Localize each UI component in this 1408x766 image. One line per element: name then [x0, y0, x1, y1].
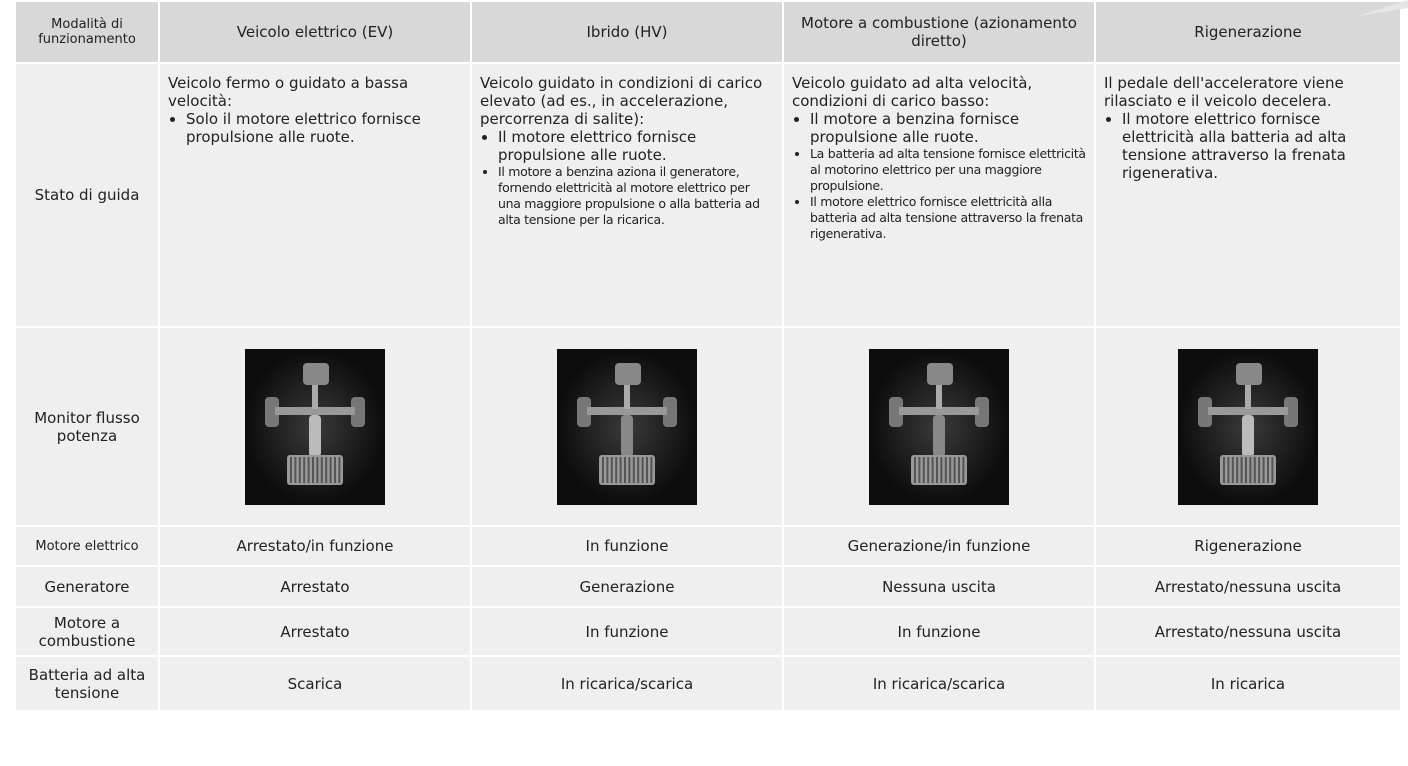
header-cell: Ibrido (HV) — [470, 0, 784, 64]
bullet-list: Solo il motore elettrico fornisce propul… — [168, 110, 462, 146]
row-label: Motore elettrico — [14, 525, 160, 567]
state-text: Veicolo guidato in condizioni di carico … — [480, 74, 763, 128]
bullet-list: Il motore elettrico fornisce propulsione… — [480, 128, 774, 228]
power-flow-image — [557, 348, 697, 505]
monitor-row: Monitor flusso potenza — [14, 326, 1402, 527]
row-label: Generatore — [14, 565, 160, 608]
bullet: La batteria ad alta tensione fornisce el… — [810, 146, 1086, 194]
header-row: Modalità di funzionamento Veicolo elettri… — [14, 0, 1402, 64]
data-row: Motore a combustione Arrestato In funzione… — [14, 606, 1402, 657]
data-cell: Arrestato/nessuna uscita — [1094, 565, 1402, 608]
state-text: Veicolo fermo o guidato a bassa velocità… — [168, 74, 409, 110]
data-cell: Rigenerazione — [1094, 525, 1402, 567]
data-cell: In ricarica/scarica — [470, 655, 784, 712]
monitor-cell — [1094, 326, 1402, 527]
power-flow-image — [1178, 348, 1318, 505]
header-cell: Modalità di funzionamento — [14, 0, 160, 64]
bullet: Il motore elettrico fornisce elettricità… — [1122, 110, 1392, 182]
row-label: Motore a combustione — [14, 606, 160, 657]
data-row: Generatore Arrestato Generazione Nessuna us… — [14, 565, 1402, 608]
bullet: Il motore elettrico fornisce propulsione… — [498, 128, 774, 164]
power-flow-image — [869, 348, 1009, 505]
data-cell: In funzione — [470, 606, 784, 657]
mode-table: Modalità di funzionamento Veicolo elettri… — [14, 0, 1402, 712]
state-cell: Veicolo fermo o guidato a bassa velocità… — [158, 62, 472, 328]
header-cell: Motore a combustione (azionamento dirett… — [782, 0, 1096, 64]
power-flow-image — [245, 348, 385, 505]
data-cell: Arrestato/nessuna uscita — [1094, 606, 1402, 657]
data-cell: In ricarica/scarica — [782, 655, 1096, 712]
data-cell: In funzione — [782, 606, 1096, 657]
state-text: Veicolo guidato ad alta velocità, condiz… — [792, 74, 1033, 110]
bullet-list: Il motore elettrico fornisce elettricità… — [1104, 110, 1392, 182]
monitor-cell — [782, 326, 1096, 527]
row-label: Monitor flusso potenza — [14, 326, 160, 527]
state-row: Stato di guida Veicolo fermo o guidato a … — [14, 62, 1402, 328]
bullet: Il motore elettrico fornisce elettricità… — [810, 194, 1086, 242]
data-cell: In ricarica — [1094, 655, 1402, 712]
state-cell: Veicolo guidato in condizioni di carico … — [470, 62, 784, 328]
monitor-cell — [158, 326, 472, 527]
state-text: Il pedale dell'acceleratore viene rilasc… — [1104, 74, 1344, 110]
data-cell: Generazione/in funzione — [782, 525, 1096, 567]
corner-decoration — [1358, 0, 1408, 16]
row-label: Batteria ad alta tensione — [14, 655, 160, 712]
data-cell: Arrestato — [158, 565, 472, 608]
bullet: Il motore a benzina fornisce propulsione… — [810, 110, 1086, 146]
data-row: Batteria ad alta tensione Scarica In ricar… — [14, 655, 1402, 712]
data-row: Motore elettrico Arrestato/in funzione In … — [14, 525, 1402, 567]
data-cell: Scarica — [158, 655, 472, 712]
state-cell: Il pedale dell'acceleratore viene rilasc… — [1094, 62, 1402, 328]
state-cell: Veicolo guidato ad alta velocità, condiz… — [782, 62, 1096, 328]
row-label: Stato di guida — [14, 62, 160, 328]
data-cell: In funzione — [470, 525, 784, 567]
bullet: Il motore a benzina aziona il generatore… — [498, 164, 774, 228]
header-cell: Veicolo elettrico (EV) — [158, 0, 472, 64]
bullet-list: Il motore a benzina fornisce propulsione… — [792, 110, 1086, 242]
data-cell: Generazione — [470, 565, 784, 608]
data-cell: Nessuna uscita — [782, 565, 1096, 608]
data-cell: Arrestato — [158, 606, 472, 657]
bullet: Solo il motore elettrico fornisce propul… — [186, 110, 462, 146]
header-cell: Rigenerazione — [1094, 0, 1402, 64]
data-cell: Arrestato/in funzione — [158, 525, 472, 567]
monitor-cell — [470, 326, 784, 527]
